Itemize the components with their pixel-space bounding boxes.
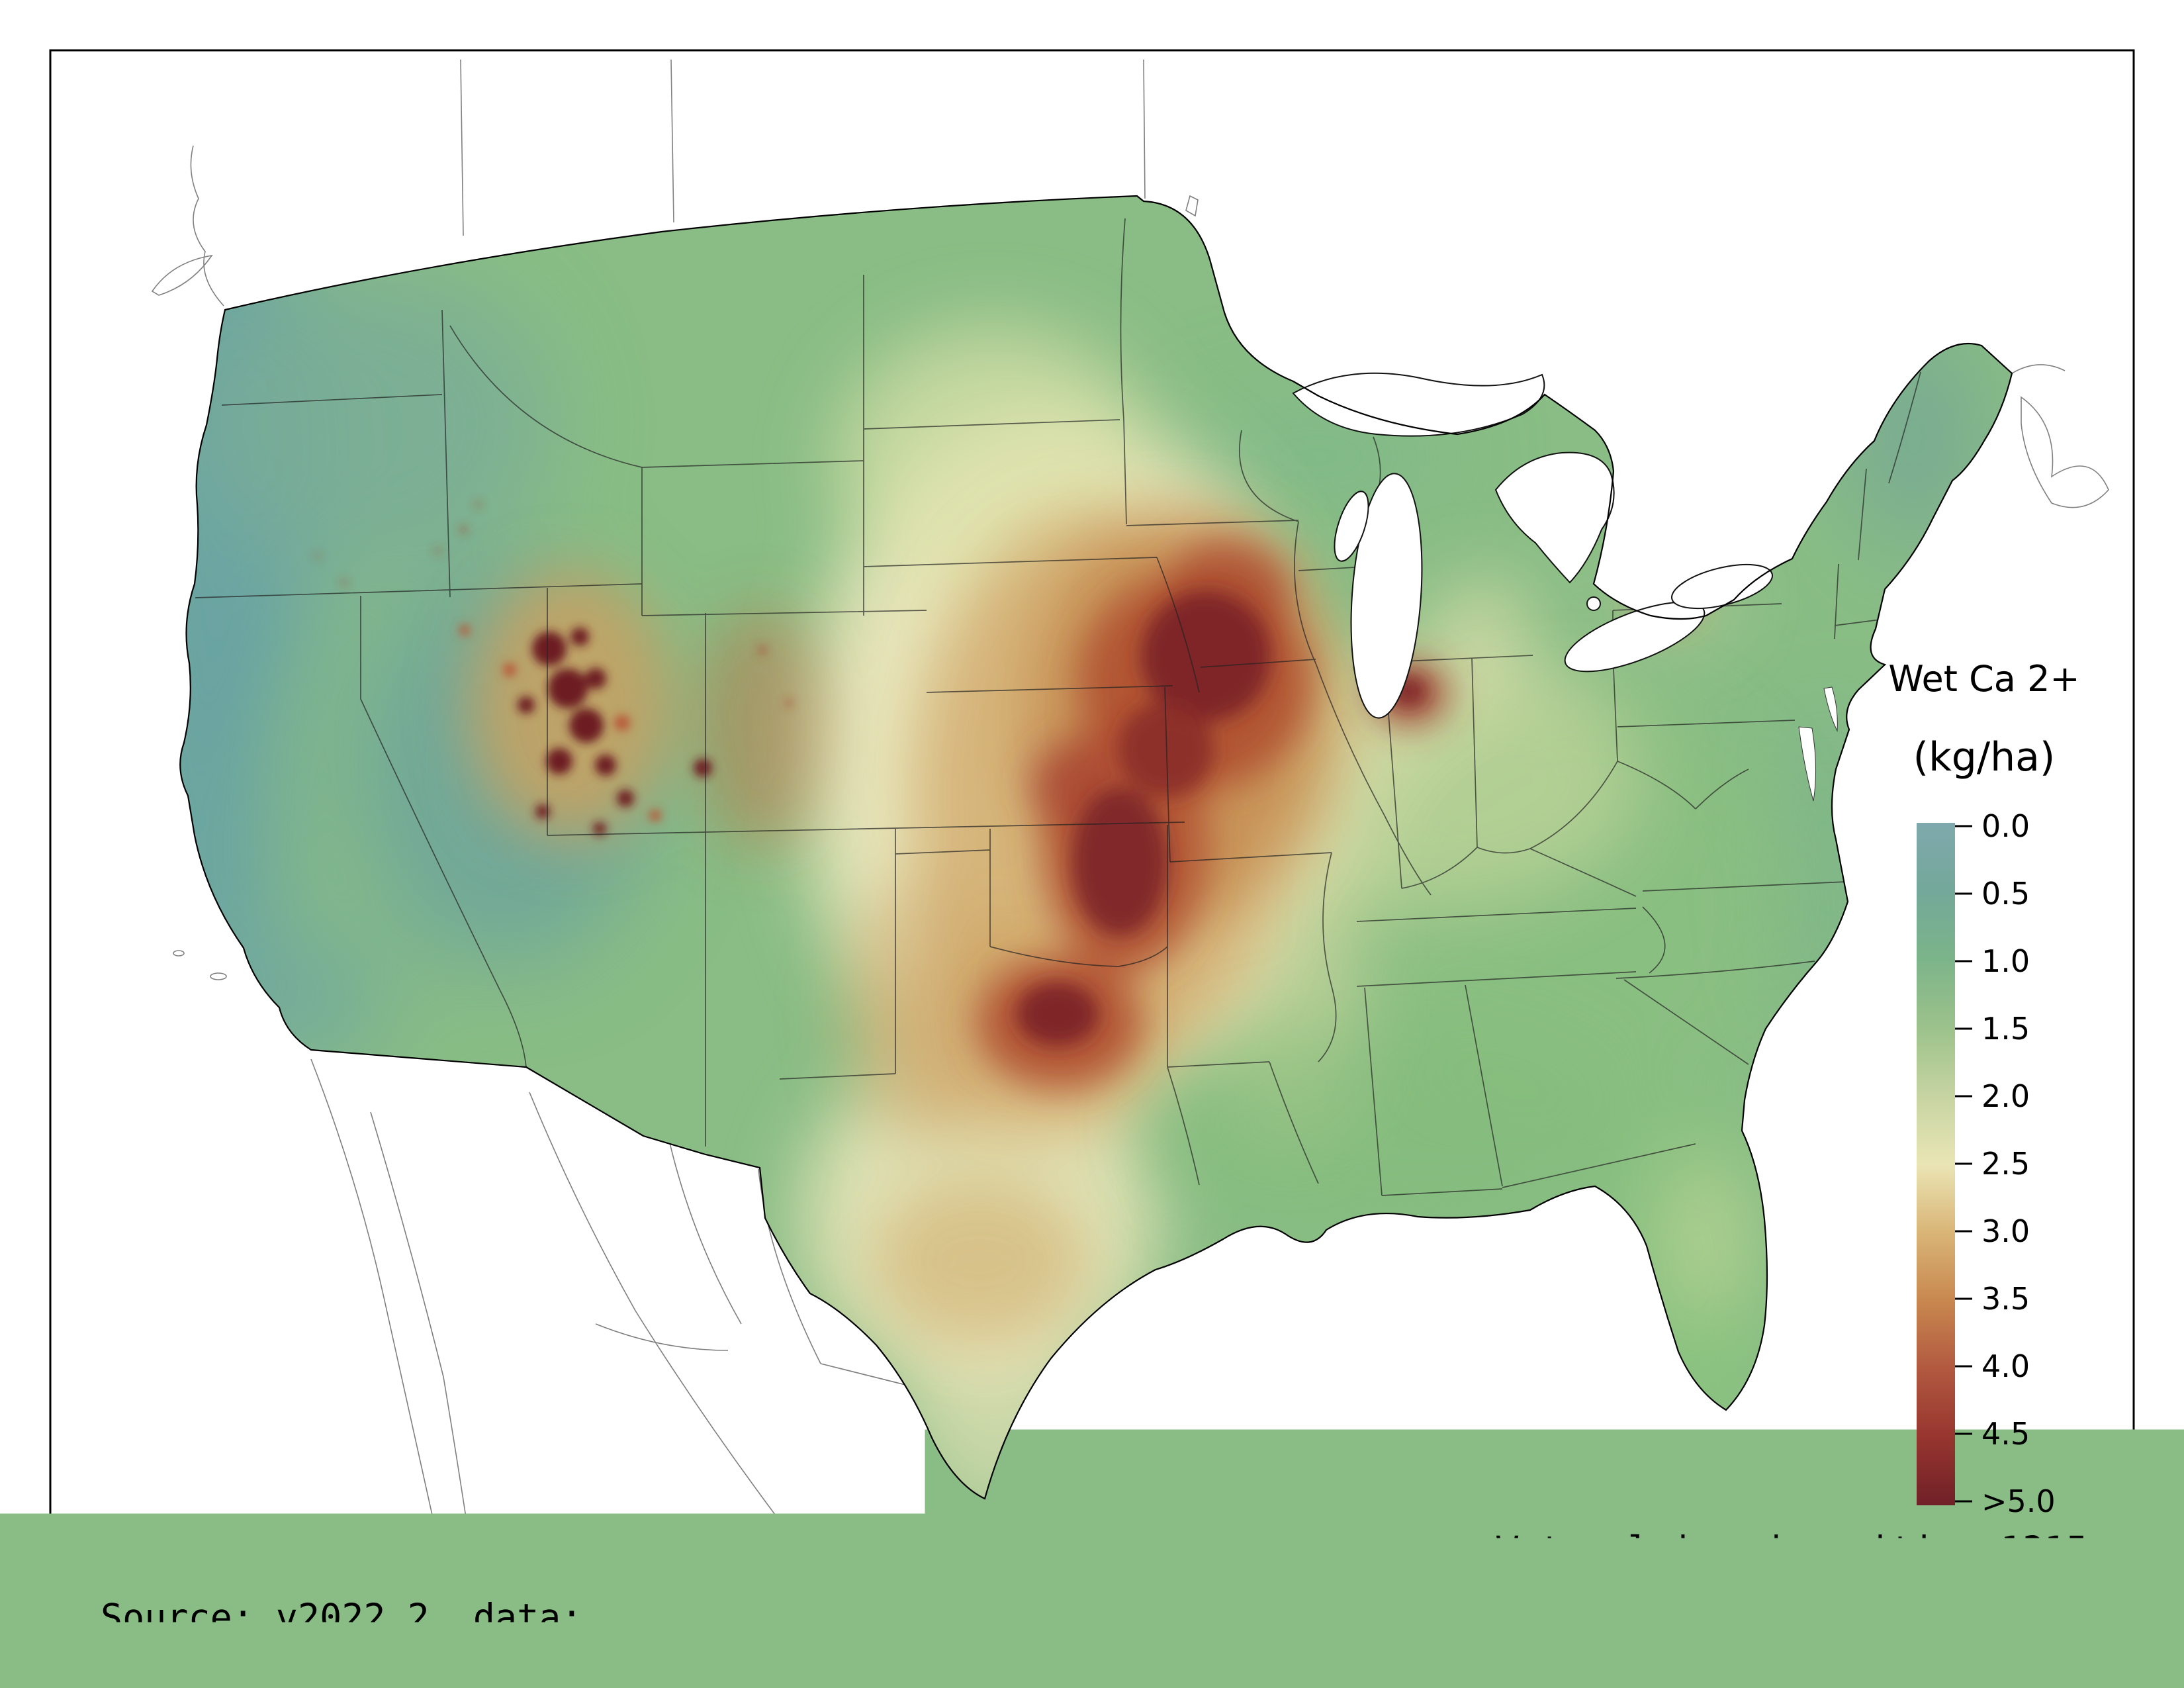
legend-tick-label: 2.0 <box>1981 1078 2030 1114</box>
map-title: Wet calcium deposition 1315 <box>1496 1528 2088 1571</box>
us-map <box>53 53 2131 1642</box>
legend-tick-marks <box>1955 826 1972 1501</box>
legend-tick-label: 2.5 <box>1981 1146 2030 1182</box>
legend-tick-label: 3.0 <box>1981 1213 2030 1249</box>
legend-colorbar <box>1917 823 1955 1505</box>
legend-units: (kg/ha) <box>1913 734 2056 780</box>
legend-tick-label: 0.0 <box>1981 808 2030 844</box>
lake-st-clair <box>1587 597 1600 610</box>
legend-tick-labels: 0.0 0.5 1.0 1.5 2.0 2.5 3.0 3.5 4.0 4.5 … <box>1981 808 2056 1519</box>
legend-title: Wet Ca 2+ <box>1888 658 2079 700</box>
legend-tick-label: 4.5 <box>1981 1416 2030 1452</box>
source-note: Source: v2022.2, data: CASTNET/CMAQ/NADP <box>101 1596 978 1638</box>
legend-tick-label: 0.5 <box>1981 876 2030 912</box>
legend-tick-label: >5.0 <box>1981 1483 2056 1519</box>
legend-tick-label: 4.0 <box>1981 1348 2030 1384</box>
figure-page: Wet Ca 2+ (kg/ha) 0.0 0.5 1.0 1.5 2.0 2.… <box>0 0 2184 1688</box>
legend-tick-label: 3.5 <box>1981 1281 2030 1317</box>
legend-tick-label: 1.0 <box>1981 943 2030 979</box>
legend: Wet Ca 2+ (kg/ha) 0.0 0.5 1.0 1.5 2.0 2.… <box>1888 658 2079 1519</box>
agency-date: USEPA 04/03/23 <box>1781 1596 2088 1638</box>
usepa-deposition-map-figure: Wet Ca 2+ (kg/ha) 0.0 0.5 1.0 1.5 2.0 2.… <box>0 0 2184 1688</box>
legend-tick-label: 1.5 <box>1981 1011 2030 1047</box>
